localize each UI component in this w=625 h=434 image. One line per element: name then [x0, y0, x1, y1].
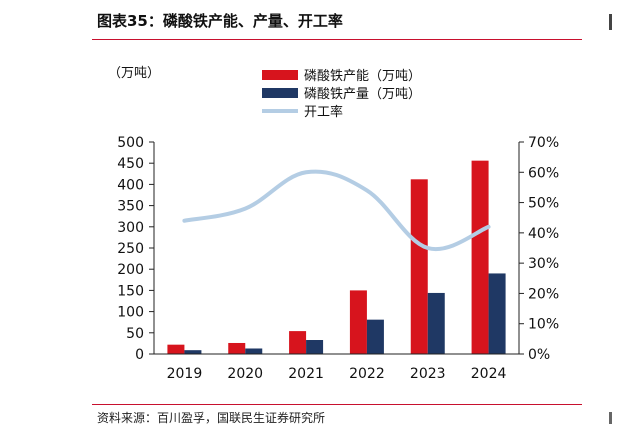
- left-axis-tick-label: 350: [117, 199, 144, 215]
- output-bar: [427, 292, 445, 354]
- x-axis-tick-label: 2019: [167, 366, 203, 382]
- output-bar: [488, 273, 506, 354]
- left-axis-tick-label: 400: [117, 177, 144, 193]
- adjacent-page-marker-bottom: [609, 412, 612, 424]
- x-axis: 2019 2020 2021 2022 2023 2024: [154, 353, 519, 382]
- output-bar: [366, 319, 384, 354]
- rate-line-series: [182, 169, 491, 252]
- left-axis-tick-label: 0: [135, 347, 144, 363]
- figure-title: 图表35：磷酸铁产能、产量、开工率: [97, 12, 343, 30]
- left-axis-tick-label: 300: [117, 220, 144, 236]
- x-axis-tick-label: 2022: [349, 366, 385, 382]
- capacity-bar: [471, 160, 489, 354]
- output-bar: [306, 340, 324, 354]
- left-axis-tick-label: 500: [117, 135, 144, 151]
- left-axis-unit-label: （万吨）: [108, 66, 161, 81]
- right-axis-tick-label: 50%: [528, 196, 559, 212]
- bars: [167, 160, 506, 354]
- top-divider: [92, 39, 582, 40]
- x-axis-tick-label: 2020: [227, 366, 263, 382]
- left-axis: 0 50 100 150 200 250 300 350 400 450 500: [117, 135, 155, 363]
- capacity-bar: [410, 179, 428, 354]
- x-axis-tick-label: 2021: [288, 366, 324, 382]
- right-axis-tick-label: 20%: [528, 286, 559, 302]
- right-axis-tick-label: 70%: [528, 135, 559, 151]
- x-axis-tick-label: 2024: [471, 366, 507, 382]
- left-axis-tick-label: 250: [117, 241, 144, 257]
- capacity-bar: [167, 344, 185, 354]
- legend-swatch: [262, 70, 298, 80]
- capacity-bar: [349, 290, 367, 354]
- right-axis-tick-label: 0%: [528, 347, 550, 363]
- right-axis: 0% 10% 20% 30% 40% 50% 60% 70%: [518, 135, 559, 363]
- legend-swatch: [262, 88, 298, 98]
- source-note: 资料来源：百川盈孚，国联民生证券研究所: [97, 411, 326, 425]
- legend-label: 磷酸铁产能（万吨）: [304, 69, 421, 84]
- legend-label: 磷酸铁产量（万吨）: [304, 87, 421, 102]
- output-bar: [184, 350, 202, 354]
- left-axis-tick-label: 150: [117, 283, 144, 299]
- output-bar: [245, 348, 263, 354]
- capacity-bar: [289, 331, 307, 354]
- x-axis-tick-label: 2023: [410, 366, 446, 382]
- left-axis-tick-label: 450: [117, 156, 144, 172]
- right-axis-tick-label: 60%: [528, 165, 559, 181]
- left-axis-tick-label: 50: [126, 326, 144, 342]
- rate-line: [182, 169, 491, 252]
- right-axis-tick-label: 10%: [528, 317, 559, 333]
- legend-label: 开工率: [304, 104, 343, 120]
- adjacent-page-marker: [609, 14, 612, 30]
- right-axis-tick-label: 40%: [528, 226, 559, 242]
- right-axis-tick-label: 30%: [528, 256, 559, 272]
- capacity-bar: [228, 342, 246, 354]
- left-axis-tick-label: 200: [117, 262, 144, 278]
- bottom-divider: [92, 404, 582, 405]
- legend: 磷酸铁产能（万吨） 磷酸铁产量（万吨） 开工率: [262, 69, 421, 120]
- left-axis-tick-label: 100: [117, 305, 144, 321]
